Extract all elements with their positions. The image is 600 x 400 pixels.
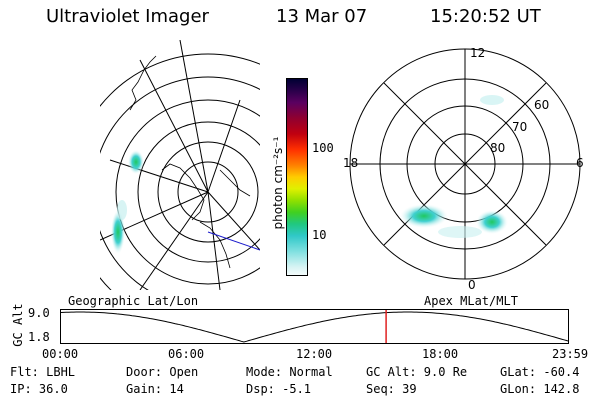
- seq-status: Seq: 39: [366, 382, 417, 396]
- altitude-curve: [60, 311, 570, 343]
- time-tick-2359: 23:59: [552, 347, 589, 361]
- ip-status: IP: 36.0: [10, 382, 68, 396]
- altitude-plot: [60, 309, 570, 344]
- geographic-map: [100, 40, 260, 290]
- colorbar-tick-100: 100: [312, 141, 334, 155]
- colorbar: [286, 78, 308, 276]
- dsp-status: Dsp: -5.1: [246, 382, 312, 396]
- colorbar-tick-10: 10: [312, 228, 327, 242]
- mlt-label-6: 6: [576, 156, 584, 170]
- colorbar-units-label: photon cm⁻²s⁻¹: [271, 136, 285, 230]
- instrument-title: Ultraviolet Imager: [46, 6, 209, 27]
- glat-status: GLat: -60.4: [500, 365, 580, 379]
- magnetic-polar-plot: [349, 48, 581, 280]
- filter-status: Flt: LBHL: [10, 365, 76, 379]
- altitude-tick-low: 1.8: [28, 330, 50, 344]
- mlt-label-0: 0: [468, 278, 476, 292]
- altitude-tick-high: 9.0: [28, 306, 50, 320]
- mlat-label-60: 60: [534, 98, 550, 112]
- altitude-axis-label: GC Alt: [11, 303, 25, 347]
- door-status: Door: Open: [126, 365, 199, 379]
- mlat-label-70: 70: [512, 120, 528, 134]
- time-tick-0600: 06:00: [168, 347, 205, 361]
- magnetic-panel-label: Apex MLat/MLT: [424, 294, 518, 308]
- observation-date: 13 Mar 07: [276, 6, 368, 27]
- mlt-label-12: 12: [470, 46, 486, 60]
- gain-status: Gain: 14: [126, 382, 184, 396]
- time-tick-0000: 00:00: [42, 347, 79, 361]
- gc-alt-status: GC Alt: 9.0 Re: [366, 365, 468, 379]
- mlat-label-80: 80: [490, 141, 506, 155]
- time-tick-1800: 18:00: [422, 347, 459, 361]
- mlt-label-18: 18: [343, 156, 359, 170]
- glon-status: GLon: 142.8: [500, 382, 580, 396]
- geographic-panel-label: Geographic Lat/Lon: [68, 294, 199, 308]
- mode-status: Mode: Normal: [246, 365, 333, 379]
- time-tick-1200: 12:00: [296, 347, 333, 361]
- observation-time: 15:20:52 UT: [430, 6, 541, 27]
